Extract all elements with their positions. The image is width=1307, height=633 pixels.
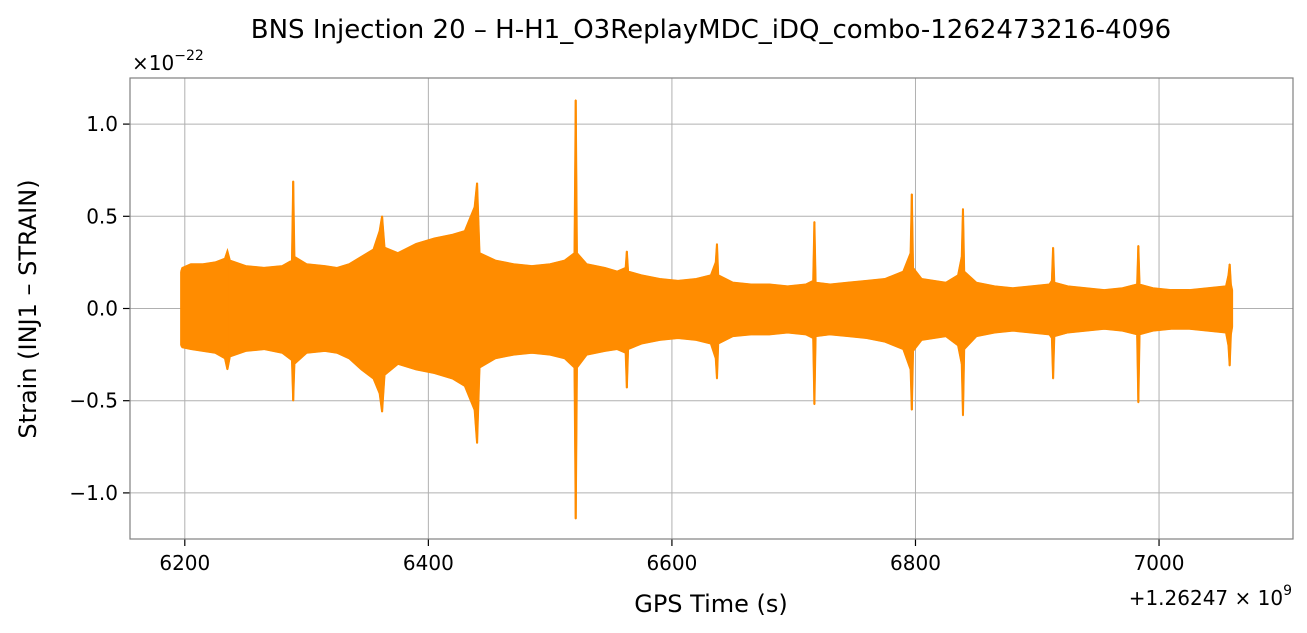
x-axis-offset-base: +1.26247 × 10 [1129,586,1283,610]
y-axis-multiplier-base: ×10 [132,51,174,75]
x-tick-label: 7000 [1134,551,1185,575]
x-axis-offset: +1.26247 × 109 [1129,583,1292,610]
y-tick-label: 0.0 [86,297,118,321]
x-axis-offset-exponent: 9 [1283,583,1292,599]
y-tick-label: −1.0 [69,481,118,505]
y-axis-label: Strain (INJ1 – STRAIN) [14,179,42,438]
x-tick-label: 6400 [403,551,454,575]
plot-frame [129,77,1294,540]
y-tick-label: −0.5 [69,389,118,413]
x-axis-label: GPS Time (s) [634,590,788,618]
chart-title: BNS Injection 20 – H-H1_O3ReplayMDC_iDQ_… [251,15,1171,45]
x-tick-label: 6200 [159,551,210,575]
y-axis-multiplier-exponent: −22 [174,48,204,64]
y-tick-label: 1.0 [86,112,118,136]
y-tick-label: 0.5 [86,204,118,228]
axis-ticks: 6200 6400 6600 6800 7000 −1.0 −0.5 0.0 0.5 1.0 [69,112,1184,575]
y-axis-multiplier: ×10−22 [132,48,204,75]
x-tick-label: 6800 [890,551,941,575]
plot-area [180,99,1234,520]
x-tick-label: 6600 [646,551,697,575]
